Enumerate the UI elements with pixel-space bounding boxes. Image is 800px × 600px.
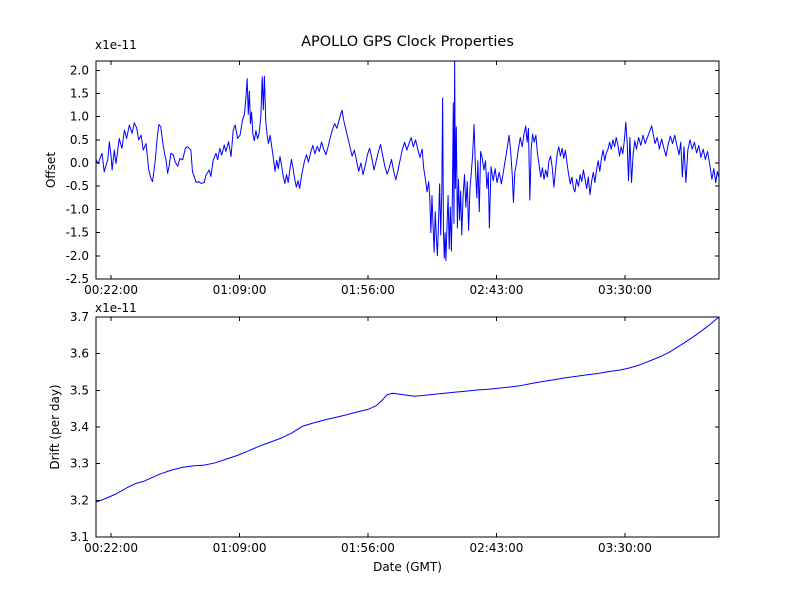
y-tick-label: 0.0 [70, 156, 89, 170]
y-tick-label: 3.2 [70, 493, 89, 507]
x-tick-label: 00:22:00 [84, 283, 138, 297]
y-tick-label: 3.3 [70, 457, 89, 471]
y-tick-label: -1.5 [66, 226, 89, 240]
y-tick-label: 3.4 [70, 420, 89, 434]
chart-title: APOLLO GPS Clock Properties [301, 34, 514, 50]
offset-series-line [96, 61, 719, 261]
y-tick-label: -2.5 [66, 272, 89, 286]
x-tick-label: 03:30:00 [598, 541, 652, 555]
x-tick-label: 02:43:00 [470, 283, 524, 297]
offset-subplot: 00:22:00 01:09:00 01:56:00 02:43:00 03:30:00… [66, 60, 720, 297]
y-tick-label: -1.0 [66, 202, 89, 216]
drift-subplot: 00:22:00 01:09:00 01:56:00 02:43:00 03:30:00… [70, 310, 720, 555]
x-tick-label: 03:30:00 [598, 283, 652, 297]
drift-axis-exponent-label: x1e-11 [95, 301, 137, 315]
drift-series-line [96, 317, 719, 503]
y-tick-label: 3.6 [70, 347, 89, 361]
y-tick-label: 3.5 [70, 383, 89, 397]
offset-axes-border [95, 60, 720, 280]
y-tick-label: 2.0 [70, 63, 89, 77]
x-axis-label: Date (GMT) [373, 560, 442, 574]
y-tick-label: 3.1 [70, 530, 89, 544]
y-tick-label: 1.5 [70, 86, 89, 100]
x-tick-label: 01:56:00 [341, 283, 395, 297]
x-tick-label: 01:09:00 [213, 541, 267, 555]
x-tick-label: 02:43:00 [470, 541, 524, 555]
x-tick-label: 01:09:00 [213, 283, 267, 297]
y-tick-label: -0.5 [66, 179, 89, 193]
offset-y-axis-label: Offset [44, 151, 58, 189]
y-tick-label: 1.0 [70, 110, 89, 124]
drift-axes-border [95, 316, 720, 538]
y-tick-label: 3.7 [70, 310, 89, 324]
x-tick-label: 00:22:00 [84, 541, 138, 555]
x-tick-label: 01:56:00 [341, 541, 395, 555]
drift-y-axis-label: Drift (per day) [48, 384, 62, 470]
y-tick-label: 0.5 [70, 133, 89, 147]
offset-axis-exponent-label: x1e-11 [95, 38, 137, 52]
y-tick-label: -2.0 [66, 249, 89, 263]
